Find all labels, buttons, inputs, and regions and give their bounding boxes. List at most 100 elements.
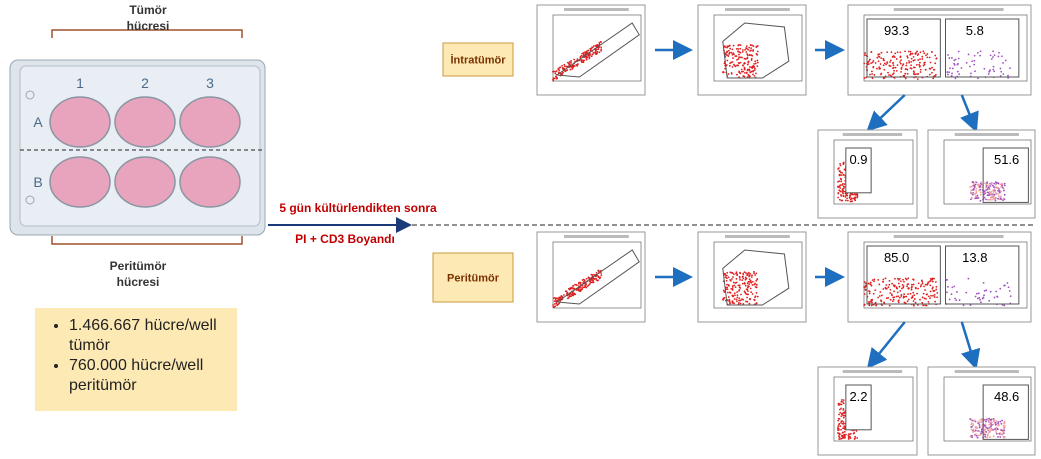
event-dot: [994, 297, 996, 299]
event-dot: [988, 185, 990, 187]
event-dot: [892, 62, 894, 64]
event-dot: [880, 57, 882, 59]
event-dot: [589, 280, 591, 282]
event-dot: [745, 47, 747, 49]
event-dot: [985, 184, 987, 186]
event-dot: [840, 165, 842, 167]
event-dot: [880, 299, 882, 301]
event-dot: [951, 73, 953, 75]
event-dot: [757, 60, 759, 62]
event-dot: [593, 52, 595, 54]
event-dot: [996, 420, 998, 422]
event-dot: [925, 54, 927, 56]
event-dot: [572, 285, 574, 287]
event-dot: [755, 46, 757, 48]
event-dot: [744, 58, 746, 60]
event-dot: [988, 71, 990, 73]
event-dot: [975, 433, 977, 435]
event-dot: [727, 292, 729, 294]
event-dot: [1008, 286, 1010, 288]
event-dot: [556, 297, 558, 299]
event-dot: [899, 61, 901, 63]
event-dot: [847, 200, 849, 202]
event-dot: [997, 198, 999, 200]
event-dot: [995, 181, 997, 183]
event-dot: [837, 427, 839, 429]
event-dot: [913, 294, 915, 296]
event-dot: [899, 290, 901, 292]
event-dot: [976, 181, 978, 183]
event-dot: [592, 282, 594, 284]
event-dot: [875, 302, 877, 304]
event-dot: [928, 301, 930, 303]
group-label: İntratümör: [451, 54, 507, 67]
plot-header: [725, 235, 790, 238]
event-dot: [864, 52, 866, 54]
event-dot: [871, 73, 873, 75]
event-dot: [1007, 75, 1009, 77]
event-dot: [840, 194, 842, 196]
event-dot: [883, 59, 885, 61]
top-label: Tümör: [129, 3, 167, 17]
event-dot: [955, 59, 957, 61]
event-dot: [980, 434, 982, 436]
event-dot: [561, 65, 563, 67]
event-dot: [892, 64, 894, 66]
event-dot: [851, 200, 853, 202]
event-dot: [987, 418, 989, 420]
event-dot: [948, 71, 950, 73]
event-dot: [753, 272, 755, 274]
event-dot: [1004, 185, 1006, 187]
event-dot: [886, 62, 888, 64]
event-dot: [993, 418, 995, 420]
event-dot: [728, 50, 730, 52]
event-dot: [739, 279, 741, 281]
event-dot: [869, 58, 871, 60]
event-dot: [912, 292, 914, 294]
event-dot: [922, 283, 924, 285]
event-dot: [1002, 433, 1004, 435]
event-dot: [745, 272, 747, 274]
event-dot: [838, 414, 840, 416]
event-dot: [885, 284, 887, 286]
event-dot: [936, 292, 938, 294]
event-dot: [936, 296, 938, 298]
event-dot: [900, 280, 902, 282]
event-dot: [914, 67, 916, 69]
event-dot: [878, 68, 880, 70]
flow-arrow: [962, 322, 975, 365]
event-dot: [903, 293, 905, 295]
event-dot: [599, 51, 601, 53]
event-dot: [749, 66, 751, 68]
event-dot: [977, 77, 979, 79]
event-dot: [748, 303, 750, 305]
event-dot: [896, 70, 898, 72]
event-dot: [856, 437, 858, 439]
event-dot: [876, 68, 878, 70]
event-dot: [1000, 421, 1002, 423]
event-dot: [999, 436, 1001, 438]
event-dot: [901, 288, 903, 290]
event-dot: [921, 302, 923, 304]
event-dot: [920, 51, 922, 53]
event-dot: [973, 419, 975, 421]
event-dot: [913, 300, 915, 302]
event-dot: [972, 194, 974, 196]
event-dot: [837, 168, 839, 170]
event-dot: [910, 67, 912, 69]
event-dot: [900, 56, 902, 58]
event-dot: [722, 299, 724, 301]
event-dot: [877, 54, 879, 56]
event-dot: [1000, 191, 1002, 193]
event-dot: [588, 285, 590, 287]
event-dot: [746, 289, 748, 291]
event-dot: [746, 72, 748, 74]
event-dot: [888, 65, 890, 67]
flow-arrow: [870, 322, 905, 365]
event-dot: [752, 284, 754, 286]
event-dot: [593, 45, 595, 47]
event-dot: [929, 284, 931, 286]
event-dot: [893, 55, 895, 57]
event-dot: [739, 52, 741, 54]
event-dot: [735, 282, 737, 284]
